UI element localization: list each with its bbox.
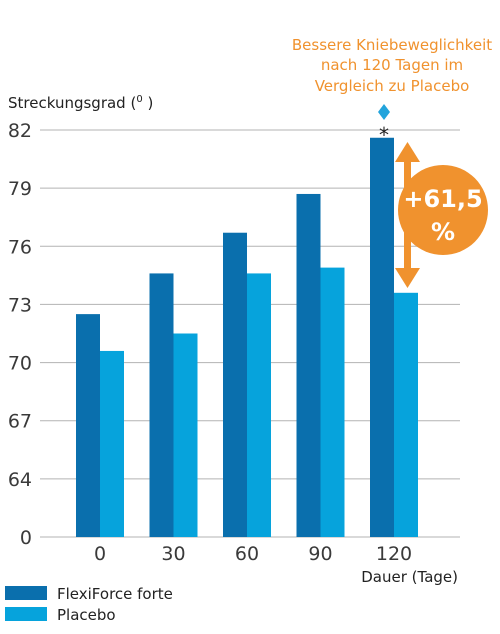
bar-placebo-0 bbox=[100, 350, 124, 537]
x-axis-title: Dauer (Tage) bbox=[361, 568, 458, 586]
legend-swatch-flexiforce bbox=[5, 586, 47, 600]
y-tick-label: 73 bbox=[8, 294, 32, 316]
legend: FlexiForce forte Placebo bbox=[5, 585, 173, 624]
bars bbox=[76, 137, 418, 537]
bar-placebo-90 bbox=[320, 267, 345, 537]
annotation-line-3: Vergleich zu Placebo bbox=[315, 77, 470, 95]
x-tick-labels: 0 30 60 90 120 bbox=[94, 543, 412, 565]
bar-flexiforce-90 bbox=[296, 193, 321, 537]
legend-label-flexiforce: FlexiForce forte bbox=[57, 585, 173, 603]
legend-swatch-placebo bbox=[5, 607, 47, 621]
bar-placebo-30 bbox=[173, 333, 198, 537]
annotation: Bessere Kniebeweglichkeit nach 120 Tagen… bbox=[292, 36, 492, 95]
bar-placebo-120 bbox=[394, 292, 418, 537]
badge-circle bbox=[398, 165, 488, 255]
badge-line-2: % bbox=[431, 218, 455, 246]
annotation-line-1: Bessere Kniebeweglichkeit bbox=[292, 36, 492, 54]
y-tick-label: 70 bbox=[8, 353, 32, 375]
x-tick-label: 90 bbox=[308, 543, 332, 565]
diamond-icon bbox=[378, 104, 390, 120]
percentage-badge: +61,5 % bbox=[398, 165, 488, 255]
legend-label-placebo: Placebo bbox=[57, 606, 116, 624]
x-tick-label: 0 bbox=[94, 543, 106, 565]
x-tick-label: 30 bbox=[161, 543, 185, 565]
x-tick-label: 60 bbox=[235, 543, 259, 565]
y-tick-label: 67 bbox=[8, 411, 32, 433]
y-tick-label: 79 bbox=[8, 178, 32, 200]
bar-flexiforce-120 bbox=[370, 137, 394, 537]
bar-flexiforce-60 bbox=[223, 232, 247, 537]
arrow-head-up-icon bbox=[395, 142, 420, 162]
y-axis-title: Streckungsgrad (0 ) bbox=[8, 94, 153, 112]
y-tick-labels: 0 64 67 70 73 76 79 82 bbox=[8, 120, 32, 549]
y-tick-label: 82 bbox=[8, 120, 32, 142]
bar-placebo-60 bbox=[247, 273, 271, 537]
x-tick-label: 120 bbox=[376, 543, 412, 565]
significance-marker: * bbox=[379, 123, 389, 147]
annotation-line-2: nach 120 Tagen im bbox=[321, 56, 463, 74]
y-tick-label: 64 bbox=[8, 469, 32, 491]
badge-line-1: +61,5 bbox=[403, 185, 482, 213]
bar-flexiforce-0 bbox=[76, 314, 100, 537]
arrow-head-down-icon bbox=[395, 268, 420, 288]
bar-flexiforce-30 bbox=[149, 273, 174, 537]
y-tick-label: 76 bbox=[8, 236, 32, 258]
y-tick-label: 0 bbox=[20, 527, 32, 549]
